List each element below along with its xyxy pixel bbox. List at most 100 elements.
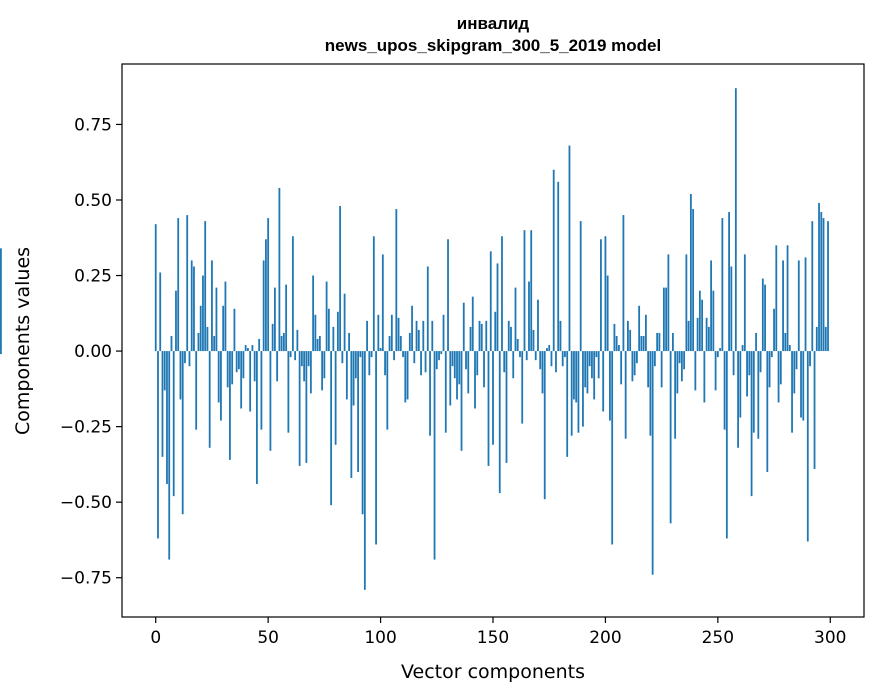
bar xyxy=(642,335,645,352)
bar-series xyxy=(0,88,829,590)
bar xyxy=(561,351,564,367)
bar xyxy=(291,236,294,352)
bar xyxy=(206,326,209,352)
bar xyxy=(496,263,499,352)
bar xyxy=(357,351,359,472)
bar xyxy=(444,351,447,433)
bar xyxy=(226,351,229,388)
chart-title-line-2: news_upos_skipgram_300_5_2019 model xyxy=(325,36,661,55)
bar xyxy=(262,260,265,352)
bar xyxy=(433,351,436,560)
bar xyxy=(786,245,789,352)
bar xyxy=(815,326,818,352)
bar xyxy=(163,351,166,391)
bar xyxy=(570,351,573,436)
bar xyxy=(154,224,157,352)
bar xyxy=(251,345,254,352)
bar xyxy=(775,245,778,352)
bar xyxy=(462,302,465,352)
bar xyxy=(649,351,652,436)
bar xyxy=(698,290,701,352)
bar xyxy=(696,317,699,352)
bar xyxy=(728,212,730,352)
bar xyxy=(791,351,793,433)
bar xyxy=(258,338,261,352)
bar xyxy=(624,351,627,439)
bar xyxy=(478,320,481,352)
y-tick-label: −0.50 xyxy=(60,493,112,513)
bar xyxy=(525,351,528,361)
bar xyxy=(782,260,784,352)
bar xyxy=(0,248,2,352)
bar xyxy=(323,351,326,379)
bar xyxy=(788,345,791,352)
bar xyxy=(177,218,180,352)
bar xyxy=(627,320,629,352)
bar xyxy=(411,305,413,352)
bar xyxy=(384,351,386,376)
bar xyxy=(224,281,227,352)
bar xyxy=(793,351,796,394)
bar xyxy=(300,351,303,367)
bar xyxy=(440,351,443,355)
bar xyxy=(368,351,371,376)
bar xyxy=(460,351,463,451)
bar xyxy=(359,351,362,358)
bar xyxy=(168,351,171,560)
bar xyxy=(485,320,488,352)
bar xyxy=(689,193,692,352)
bar xyxy=(593,351,596,400)
bar xyxy=(269,351,272,451)
bar xyxy=(465,351,467,370)
bar xyxy=(516,338,519,352)
bar xyxy=(584,351,587,388)
bar xyxy=(220,351,222,421)
bar xyxy=(764,284,766,352)
bar xyxy=(352,351,355,406)
x-axis-label: Vector components xyxy=(401,661,585,683)
y-axis-ticks: −0.75 −0.50 −0.25 0.00 0.25 0.50 0.75 xyxy=(60,115,122,589)
bar xyxy=(757,351,760,439)
bar xyxy=(332,326,335,352)
bar xyxy=(429,351,431,436)
bar xyxy=(350,351,353,478)
x-tick-label: 250 xyxy=(702,628,734,648)
bar xyxy=(447,239,449,352)
bar xyxy=(406,351,409,400)
bar xyxy=(172,351,175,497)
bar xyxy=(199,305,202,352)
bar xyxy=(802,351,805,421)
bar xyxy=(510,326,512,352)
bar xyxy=(719,348,721,352)
bar xyxy=(804,257,807,352)
bar xyxy=(595,351,598,358)
bar xyxy=(692,209,695,352)
chart-title-line-1: инвалид xyxy=(457,14,530,33)
bar xyxy=(532,329,535,352)
y-axis-label: Components values xyxy=(12,247,34,435)
bar xyxy=(611,351,614,545)
bar xyxy=(761,278,764,352)
bar xyxy=(280,335,283,352)
bar xyxy=(282,332,285,352)
bar xyxy=(609,351,611,421)
bar xyxy=(188,351,191,367)
bar xyxy=(231,351,234,385)
bar xyxy=(658,332,661,352)
bar xyxy=(498,351,501,494)
bar xyxy=(716,351,719,358)
bar xyxy=(712,290,715,352)
bar xyxy=(665,287,668,352)
bar xyxy=(449,351,452,406)
bar xyxy=(278,187,281,352)
bar xyxy=(534,351,537,361)
bar xyxy=(435,351,438,370)
bar xyxy=(366,320,368,352)
bar xyxy=(453,351,456,379)
bar xyxy=(417,329,420,352)
bar xyxy=(184,351,186,364)
bar xyxy=(161,351,164,457)
bar xyxy=(797,260,800,352)
bar xyxy=(287,351,290,433)
bar xyxy=(559,320,562,352)
